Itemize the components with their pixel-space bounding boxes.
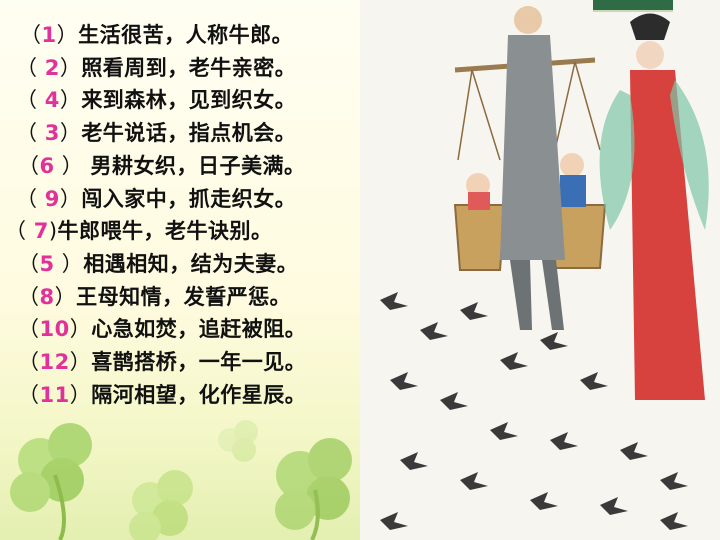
order-number: 5	[39, 251, 55, 276]
clover-icon	[10, 423, 92, 540]
clover-decoration	[10, 420, 352, 540]
story-item: （10）心急如焚，追赶被阻。	[18, 314, 306, 344]
close-bracket: ）	[59, 88, 82, 113]
story-item: （ 7)牛郎喂牛，老牛诀别。	[5, 216, 273, 246]
close-bracket: ）	[59, 186, 82, 211]
folk-tale-illustration	[360, 0, 720, 540]
clover-icon	[275, 438, 352, 540]
order-number: 7	[33, 219, 49, 244]
open-bracket: （	[18, 317, 40, 342]
corner-logo	[593, 0, 673, 12]
clover-icon	[129, 470, 193, 540]
open-bracket: （	[20, 23, 42, 47]
order-number: 4	[44, 88, 60, 113]
open-bracket: （	[18, 284, 40, 309]
close-bracket: ）	[69, 382, 92, 407]
story-item: （6 ） 男耕女织，日子美满。	[18, 151, 305, 181]
weaver-girl-figure	[599, 13, 709, 400]
story-item: （1）生活很苦，人称牛郎。	[20, 20, 293, 50]
story-text: 隔河相望，化作星辰。	[91, 382, 307, 407]
open-bracket: （	[18, 251, 40, 276]
open-bracket: （	[18, 382, 40, 407]
open-bracket: （	[18, 153, 40, 178]
cowherd-figure	[500, 6, 565, 330]
open-bracket: （	[5, 219, 34, 244]
order-number: 9	[44, 186, 60, 211]
order-number: 10	[39, 317, 70, 342]
story-item: （5 ）相遇相知，结为夫妻。	[18, 249, 298, 279]
story-text: 相遇相知，结为夫妻。	[83, 251, 299, 276]
close-bracket: ）	[54, 251, 84, 276]
close-bracket: ）	[56, 23, 79, 47]
order-number: 12	[39, 350, 70, 374]
clover-icon	[218, 420, 258, 462]
story-item: （8）王母知情，发誓严惩。	[18, 282, 291, 312]
story-item: （11）隔河相望，化作星辰。	[18, 380, 306, 410]
order-number: 1	[41, 23, 57, 47]
story-text: 王母知情，发誓严惩。	[76, 284, 292, 309]
close-bracket: ）	[54, 284, 77, 309]
open-bracket: （	[16, 88, 45, 113]
story-item: （12）喜鹊搭桥，一年一见。	[18, 347, 306, 377]
basket-left	[453, 173, 507, 271]
story-item: （ 3）老牛说话，指点机会。	[16, 118, 296, 148]
close-bracket: ）	[54, 153, 91, 178]
story-text: 心急如焚，追赶被阻。	[91, 317, 307, 342]
open-bracket: （	[16, 121, 45, 146]
close-bracket: )	[48, 219, 58, 244]
story-text: 老牛说话，指点机会。	[81, 121, 297, 146]
close-bracket: ）	[59, 55, 82, 80]
close-bracket: ）	[69, 317, 92, 342]
close-bracket: ）	[69, 350, 92, 374]
magpie-flock	[380, 292, 688, 530]
order-number: 2	[44, 55, 60, 80]
open-bracket: （	[16, 55, 45, 80]
story-text: 照看周到，老牛亲密。	[81, 55, 297, 80]
story-text: 男耕女织，日子美满。	[90, 153, 306, 178]
close-bracket: ）	[59, 121, 82, 146]
story-item: （ 9）闯入家中，抓走织女。	[16, 184, 296, 214]
order-number: 11	[39, 382, 70, 407]
order-number: 8	[39, 284, 55, 309]
open-bracket: （	[18, 350, 40, 374]
story-text: 生活很苦，人称牛郎。	[78, 23, 294, 47]
open-bracket: （	[16, 186, 45, 211]
story-item: （ 2）照看周到，老牛亲密。	[16, 53, 296, 83]
story-text: 闯入家中，抓走织女。	[81, 186, 297, 211]
story-text: 来到森林，见到织女。	[81, 88, 297, 113]
order-number: 3	[44, 121, 60, 146]
story-text: 喜鹊搭桥，一年一见。	[91, 350, 307, 374]
story-item: （ 4）来到森林，见到织女。	[16, 85, 296, 115]
order-number: 6	[39, 153, 55, 178]
story-text: 牛郎喂牛，老牛诀别。	[57, 219, 273, 244]
